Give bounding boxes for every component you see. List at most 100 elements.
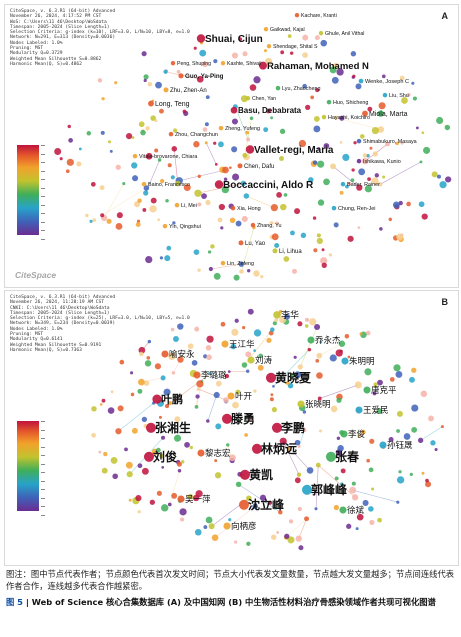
author-node <box>297 445 301 448</box>
author-node <box>138 346 146 354</box>
author-node <box>366 458 370 463</box>
author-node <box>351 481 356 486</box>
author-node-major <box>275 85 281 91</box>
author-node <box>202 61 209 68</box>
author-node <box>423 146 431 154</box>
author-node <box>115 222 123 230</box>
author-node <box>131 162 138 169</box>
author-node <box>350 51 357 57</box>
author-node <box>227 370 231 373</box>
author-node <box>323 178 330 186</box>
author-node-major <box>318 30 324 36</box>
author-node <box>406 201 411 207</box>
coauthor-link <box>179 169 226 182</box>
author-node <box>177 323 184 330</box>
author-label: Rahaman, Mohamed N <box>267 61 369 72</box>
author-node-major <box>250 222 256 228</box>
author-label: Shuai, Cijun <box>205 34 263 45</box>
author-node-major <box>325 451 337 462</box>
author-node <box>116 212 123 219</box>
author-node <box>170 175 175 180</box>
author-node <box>143 380 150 386</box>
author-node <box>91 432 96 438</box>
author-node-major <box>220 60 226 66</box>
author-node <box>329 66 337 74</box>
author-node-major <box>321 114 327 120</box>
author-node <box>249 116 254 121</box>
coauthor-link <box>207 394 217 422</box>
author-node <box>138 121 145 128</box>
author-node <box>396 500 400 504</box>
author-node <box>205 345 212 351</box>
author-node <box>364 185 372 193</box>
header-line: Pruning: MST <box>10 46 44 52</box>
author-node <box>143 185 150 191</box>
author-node <box>436 174 441 179</box>
author-node <box>434 448 438 452</box>
author-node <box>122 182 126 186</box>
author-node <box>223 177 228 181</box>
author-node <box>317 199 325 206</box>
author-node <box>284 533 290 539</box>
author-node <box>147 339 152 344</box>
author-node <box>283 193 288 197</box>
author-node <box>337 444 344 452</box>
author-node <box>316 233 321 238</box>
scale-ticks-b <box>41 421 45 516</box>
author-node <box>395 370 403 378</box>
author-label: Gaikwad, Kajal <box>270 27 305 33</box>
coauthor-link <box>300 326 318 368</box>
author-node <box>347 355 351 359</box>
author-node-major <box>245 95 251 101</box>
author-node <box>205 199 211 206</box>
coauthor-link <box>102 187 147 216</box>
author-node <box>184 441 190 448</box>
author-node <box>271 233 279 241</box>
author-node <box>213 272 221 280</box>
author-node <box>187 343 194 350</box>
author-node <box>108 140 112 144</box>
author-label: Liu, Shu <box>389 93 409 99</box>
author-node <box>241 215 248 223</box>
author-label: 叶开 <box>235 392 253 402</box>
author-node <box>392 201 400 209</box>
header-line: Harmonic Mean(Q, S)=0.7363 <box>10 347 82 353</box>
author-node <box>356 513 364 521</box>
author-node <box>266 337 272 343</box>
author-node <box>285 381 290 385</box>
author-label: Peng, Shuping <box>177 61 211 67</box>
author-node <box>177 356 184 363</box>
author-node <box>305 104 311 110</box>
author-node <box>273 506 276 510</box>
author-node-major <box>227 392 235 400</box>
author-node <box>347 235 354 242</box>
author-node <box>287 447 292 452</box>
author-node <box>287 536 295 544</box>
author-node <box>131 136 135 139</box>
author-node <box>207 250 212 254</box>
author-label: Ghule, Anil Vithal <box>325 31 364 37</box>
coauthor-link <box>283 441 311 471</box>
author-node <box>141 51 147 57</box>
author-node <box>244 433 248 437</box>
author-node <box>331 76 339 84</box>
author-node <box>362 153 367 158</box>
author-label: Chen, Dafu <box>244 164 274 170</box>
author-node <box>297 364 303 370</box>
author-node-major <box>307 336 315 344</box>
author-node <box>377 182 383 187</box>
author-node-major <box>170 60 176 66</box>
author-node <box>313 116 320 122</box>
author-node <box>132 175 139 182</box>
author-node <box>339 141 343 144</box>
author-node <box>245 130 250 135</box>
author-node <box>279 156 285 161</box>
author-node <box>101 97 105 101</box>
author-node <box>59 157 63 161</box>
author-node <box>371 177 379 185</box>
author-node <box>235 481 242 488</box>
author-node <box>183 184 191 192</box>
author-node <box>345 184 349 189</box>
coauthor-link <box>379 161 422 185</box>
author-label: Lyu, Zhaocheng <box>282 86 320 92</box>
